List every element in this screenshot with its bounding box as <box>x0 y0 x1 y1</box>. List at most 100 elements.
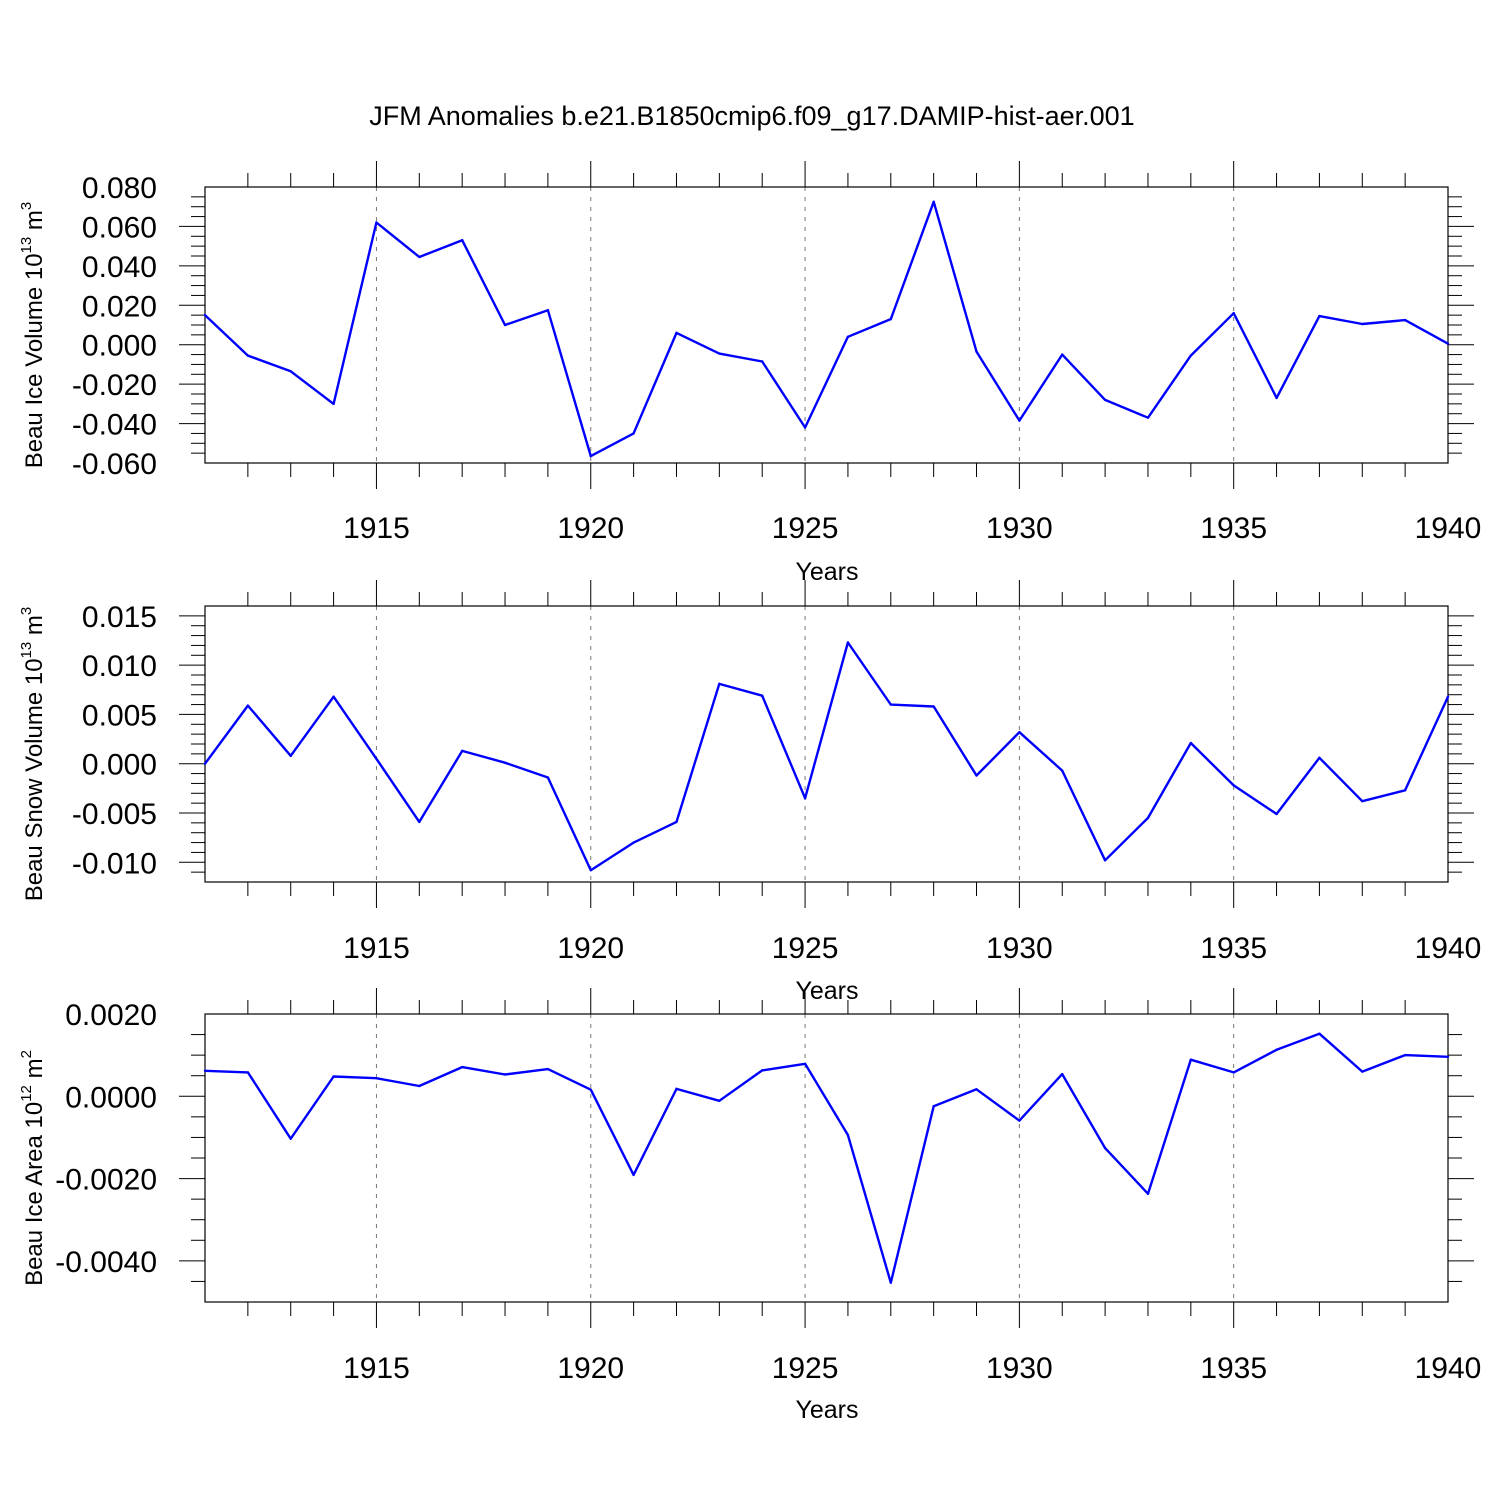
beau-snow-volume-point-1928 <box>932 705 935 708</box>
beau-ice-area-panel: 1915 1920 1925 1930 1935 1940 Years -0.0040 -0.0… <box>18 988 1481 1424</box>
beau-snow-volume-point-1925 <box>803 797 807 800</box>
beau-ice-area-point-1918 <box>503 1073 507 1076</box>
beau-ice-volume-ytick-label-2: -0.020 <box>72 369 157 402</box>
beau-ice-volume-point-1921 <box>632 432 635 435</box>
beau-snow-volume-point-1912 <box>246 704 250 707</box>
beau-ice-volume-point-1911 <box>203 313 207 317</box>
beau-ice-volume-ytick-label-1: -0.040 <box>72 409 157 442</box>
beau-ice-area-point-1935 <box>1232 1071 1235 1074</box>
beau-snow-volume-xtick-label-1940: 1940 <box>1415 932 1482 965</box>
beau-snow-volume-point-1926 <box>846 641 850 644</box>
beau-ice-area-point-1913 <box>289 1137 292 1140</box>
beau-snow-volume-point-1915 <box>375 757 378 760</box>
beau-snow-volume-xtick-label-1935: 1935 <box>1200 932 1267 965</box>
beau-snow-volume-series-line <box>204 641 1450 872</box>
beau-ice-volume-point-1922 <box>675 331 678 335</box>
beau-ice-volume-ylabel-main: Beau Ice Volume 10 <box>21 253 48 468</box>
beau-snow-volume-point-1935 <box>1232 784 1235 787</box>
beau-ice-area-point-1911 <box>203 1069 207 1072</box>
beau-ice-area-point-1938 <box>1361 1070 1364 1073</box>
beau-ice-area-point-1936 <box>1275 1048 1278 1051</box>
beau-snow-volume-ylabel-main: Beau Snow Volume 10 <box>21 658 48 901</box>
beau-snow-volume-point-1931 <box>1061 769 1064 772</box>
beau-ice-area-point-1929 <box>975 1088 978 1091</box>
beau-snow-volume-ytick-label-3: 0.005 <box>82 699 157 732</box>
beau-ice-area-ylabel-exponent: 12 <box>18 1085 35 1102</box>
beau-ice-area-ylabel-unit-exponent: 2 <box>18 1050 35 1058</box>
beau-ice-volume-point-1923 <box>718 352 721 355</box>
beau-ice-volume-ytick-label-0: -0.060 <box>72 448 157 481</box>
beau-ice-volume-point-1938 <box>1361 322 1364 326</box>
beau-ice-area-ylabel: Beau Ice Area 1012 m2 <box>18 1050 48 1286</box>
beau-snow-volume-ylabel-unit: m <box>21 615 48 642</box>
beau-snow-volume-point-1911 <box>203 762 207 765</box>
beau-ice-volume-xtick-label-1925: 1925 <box>772 512 839 545</box>
beau-ice-area-point-1914 <box>332 1075 335 1078</box>
beau-ice-volume-point-1913 <box>289 370 292 373</box>
beau-snow-volume-point-1922 <box>675 820 678 824</box>
beau-ice-area-point-1920 <box>589 1088 592 1091</box>
beau-ice-volume-point-1919 <box>546 309 550 312</box>
beau-ice-volume-point-1932 <box>1103 398 1107 402</box>
beau-ice-volume-xlabel: Years <box>795 558 858 586</box>
beau-ice-volume-ytick-label-3: 0.000 <box>82 330 157 363</box>
beau-ice-area-point-1923 <box>718 1099 721 1103</box>
beau-snow-volume-point-1929 <box>975 774 978 777</box>
figure-title: JFM Anomalies b.e21.B1850cmip6.f09_g17.D… <box>369 101 1134 131</box>
beau-ice-volume-ylabel-exponent: 13 <box>18 237 35 254</box>
beau-ice-volume-point-1936 <box>1275 396 1278 400</box>
beau-ice-volume-point-1924 <box>761 360 764 363</box>
beau-snow-volume-point-1919 <box>546 776 550 779</box>
beau-snow-volume-panel: 1915 1920 1925 1930 1935 1940Years-0.010-0.00… <box>18 580 1481 1005</box>
beau-snow-volume-point-1932 <box>1103 859 1107 862</box>
beau-snow-volume-point-1924 <box>761 694 764 697</box>
beau-ice-volume-point-1933 <box>1146 416 1150 419</box>
beau-ice-volume-point-1939 <box>1403 318 1407 322</box>
beau-ice-volume-point-1937 <box>1318 314 1321 318</box>
beau-ice-volume-xtick-label-1920: 1920 <box>557 512 624 545</box>
beau-ice-area-point-1931 <box>1061 1072 1064 1076</box>
beau-ice-volume-xtick-label-1915: 1915 <box>343 512 410 545</box>
beau-ice-area-xtick-label-1940: 1940 <box>1415 1352 1482 1385</box>
beau-ice-area-ytick-label-3: 0.0020 <box>65 999 157 1032</box>
beau-snow-volume-ylabel: Beau Snow Volume 1013 m3 <box>18 607 48 902</box>
beau-ice-volume-xtick-label-1930: 1930 <box>986 512 1053 545</box>
beau-snow-volume-ylabel-exponent: 13 <box>18 642 35 659</box>
beau-ice-area-point-1930 <box>1018 1119 1021 1122</box>
beau-snow-volume-point-1938 <box>1361 799 1364 803</box>
beau-ice-volume-point-1926 <box>846 335 850 339</box>
beau-snow-volume-point-1940 <box>1446 695 1450 698</box>
beau-ice-volume-point-1915 <box>375 221 378 224</box>
beau-ice-area-point-1933 <box>1146 1192 1150 1195</box>
beau-ice-volume-ylabel: Beau Ice Volume 1013 m3 <box>18 202 48 469</box>
beau-snow-volume-point-1921 <box>632 841 635 844</box>
beau-ice-area-xtick-label-1920: 1920 <box>557 1352 624 1385</box>
beau-snow-volume-ytick-label-4: 0.010 <box>82 650 157 683</box>
beau-ice-volume-point-1920 <box>589 454 592 458</box>
beau-ice-area-point-1937 <box>1318 1032 1321 1035</box>
beau-ice-area-xtick-label-1930: 1930 <box>986 1352 1053 1385</box>
beau-ice-volume-point-1929 <box>975 350 978 353</box>
beau-ice-area-point-1915 <box>375 1076 378 1080</box>
beau-ice-area-xtick-label-1915: 1915 <box>343 1352 410 1385</box>
beau-snow-volume-point-1939 <box>1403 789 1407 792</box>
beau-snow-volume-point-1927 <box>889 703 892 706</box>
beau-ice-volume-point-1916 <box>418 255 421 259</box>
beau-snow-volume-point-1920 <box>589 868 592 872</box>
beau-ice-volume-xtick-label-1935: 1935 <box>1200 512 1267 545</box>
beau-snow-volume-point-1933 <box>1146 816 1150 820</box>
beau-snow-volume-ylabel-unit-exponent: 3 <box>18 607 35 615</box>
beau-snow-volume-frame <box>204 605 1449 883</box>
beau-ice-area-point-1934 <box>1189 1058 1193 1061</box>
beau-ice-volume-xtick-label-1940: 1940 <box>1415 512 1482 545</box>
beau-snow-volume-ytick-label-5: 0.015 <box>82 601 157 634</box>
beau-ice-volume-point-1914 <box>332 402 335 406</box>
beau-snow-volume-point-1930 <box>1018 730 1021 734</box>
beau-ice-volume-ytick-label-7: 0.080 <box>82 172 157 205</box>
beau-ice-area-point-1939 <box>1403 1053 1407 1057</box>
beau-snow-volume-ytick-label-0: -0.010 <box>72 847 157 880</box>
beau-ice-volume-point-1931 <box>1061 353 1064 356</box>
beau-ice-volume-series-line <box>204 200 1449 458</box>
beau-ice-area-xlabel: Years <box>795 1396 858 1424</box>
